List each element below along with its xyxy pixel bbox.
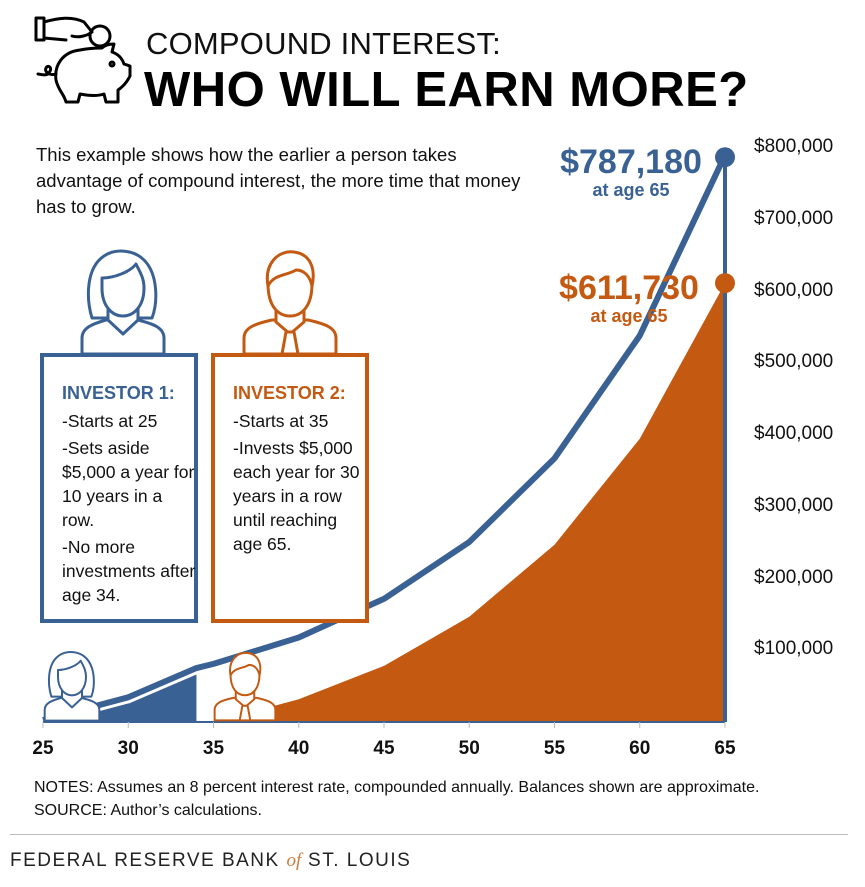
x-tick-label: 45 — [373, 738, 395, 759]
y-tick-label: $100,000 — [754, 638, 834, 660]
investor-1-card: INVESTOR 1: -Starts at 25 -Sets aside $5… — [40, 353, 198, 623]
investor-1-point: -Starts at 25 — [62, 411, 158, 431]
x-tick-label: 65 — [714, 738, 736, 759]
y-tick-label: $200,000 — [754, 566, 834, 588]
investor-2-area — [213, 283, 725, 722]
y-tick-label: $700,000 — [754, 207, 834, 229]
investor-1-point: -No more investments after age 34. — [62, 537, 196, 605]
investor-2-point: -Starts at 35 — [233, 411, 329, 431]
page-title: WHO WILL EARN MORE? — [144, 63, 749, 117]
notes-text: NOTES: Assumes an 8 percent interest rat… — [34, 779, 760, 796]
x-tick-label: 50 — [458, 738, 480, 759]
title-line-1: COMPOUND INTEREST: — [146, 26, 501, 61]
x-tick-label: 55 — [543, 738, 566, 759]
man-icon — [242, 250, 338, 356]
logo-text: FEDERAL RESERVE BANK — [10, 850, 287, 871]
logo: FEDERAL RESERVE BANK of ST. LOUIS — [10, 850, 411, 872]
logo-of: of — [286, 850, 302, 871]
y-tick-label: $600,000 — [754, 279, 834, 301]
notes: NOTES: Assumes an 8 percent interest rat… — [34, 776, 759, 822]
man-icon — [213, 651, 277, 722]
description: This example shows how the earlier a per… — [36, 144, 521, 217]
y-tick-label: $800,000 — [754, 136, 834, 157]
x-tick-label: 25 — [32, 738, 54, 759]
investor-1-final-value: $787,180 — [560, 143, 702, 181]
source-text: SOURCE: Author’s calculations. — [34, 802, 262, 819]
investor-2-point: -Invests $5,000 each year for 30 years i… — [233, 438, 360, 554]
woman-icon — [80, 249, 166, 356]
investor-1-end-dot — [715, 147, 735, 168]
investor-1-area — [43, 670, 197, 722]
piggy-bank-icon — [34, 16, 132, 104]
investor-2-title: INVESTOR 2: — [233, 383, 346, 403]
logo-text: ST. LOUIS — [301, 850, 412, 871]
investor-1-title: INVESTOR 1: — [62, 383, 175, 403]
y-tick-label: $400,000 — [754, 423, 834, 444]
x-tick-label: 60 — [629, 738, 651, 759]
woman-icon — [43, 651, 101, 722]
y-tick-label: $300,000 — [754, 494, 834, 516]
divider — [10, 834, 848, 835]
investor-2-final-age: at age 65 — [590, 306, 668, 326]
investor-2-card: INVESTOR 2: -Starts at 35 -Invests $5,00… — [211, 353, 369, 623]
investor-1-callout: $787,180 at age 65 — [546, 144, 716, 200]
investor-2-end-dot — [715, 273, 735, 294]
x-tick-label: 40 — [288, 738, 310, 759]
investor-2-final-value: $611,730 — [559, 269, 699, 307]
investor-1-final-age: at age 65 — [592, 180, 670, 200]
x-tick-label: 35 — [202, 738, 225, 759]
investor-2-callout: $611,730 at age 65 — [544, 270, 714, 326]
y-tick-label: $500,000 — [754, 351, 834, 373]
investor-1-point: -Sets aside $5,000 a year for 10 years i… — [62, 438, 195, 530]
x-tick-label: 30 — [117, 738, 139, 759]
